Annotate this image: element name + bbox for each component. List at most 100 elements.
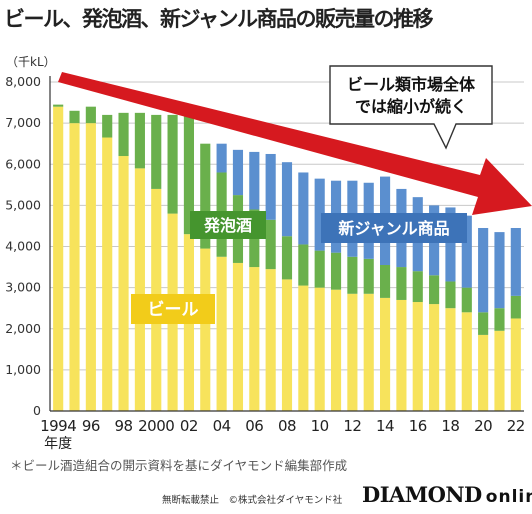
bar-segment — [330, 289, 342, 411]
bar-segment — [314, 250, 325, 288]
annotation-text: では縮小が続く — [355, 97, 467, 116]
bar-segment — [102, 137, 113, 412]
bar-segment — [363, 258, 374, 294]
source-note: ＊ビール酒造組合の開示資料を基にダイヤモンド編集部作成 — [10, 458, 348, 473]
y-tick-label: 0 — [33, 403, 41, 418]
bar-segment — [461, 287, 472, 313]
x-tick-label: 22 — [507, 417, 525, 435]
y-tick-label: 4,000 — [5, 239, 41, 254]
y-tick-label: 1,000 — [5, 362, 41, 377]
x-tick-label: 18 — [441, 417, 459, 435]
bar-segment — [53, 106, 64, 412]
y-tick-label: 7,000 — [5, 115, 41, 130]
bar-segment — [314, 287, 325, 411]
bar-segment — [347, 293, 358, 411]
bar-segment — [298, 244, 309, 286]
bar-segment — [314, 178, 325, 251]
bar-segment — [461, 215, 472, 288]
bar-segment — [347, 256, 358, 294]
brand-sub: online — [485, 487, 532, 507]
bar-segment — [330, 252, 342, 290]
bar-segment — [183, 112, 194, 235]
bar-segment — [281, 162, 293, 237]
bar-segment — [494, 308, 505, 331]
bar-segment — [216, 143, 227, 173]
bar-segment — [281, 236, 293, 280]
bar-segment — [69, 123, 80, 411]
x-tick-label: 10 — [311, 417, 329, 435]
brand-main: DIAMOND — [362, 482, 482, 507]
bar-segment — [118, 112, 129, 157]
bar-segment — [102, 114, 113, 138]
bar-segment — [265, 153, 276, 220]
legend-box — [321, 213, 467, 243]
chart-title: ビール、発泡酒、新ジャンル商品の販売量の推移 — [4, 7, 433, 31]
bar-segment — [510, 227, 521, 296]
bar-segment — [363, 293, 374, 411]
bar-segment — [134, 112, 145, 169]
bar-segment — [478, 334, 489, 411]
bar-segment — [85, 123, 96, 411]
bar-segment — [478, 227, 489, 313]
trend-arrow — [58, 72, 532, 215]
x-axis-label: 年度 — [44, 436, 72, 452]
y-tick-label: 3,000 — [5, 280, 41, 295]
bar-segment — [298, 172, 309, 245]
y-tick-label: 5,000 — [5, 197, 41, 212]
bars — [53, 104, 521, 412]
bar-segment — [445, 308, 456, 411]
bar-segment — [429, 275, 440, 305]
bar-segment — [118, 156, 129, 411]
y-axis-label: （千kL） — [6, 55, 56, 69]
y-tick-label: 2,000 — [5, 321, 41, 336]
bar-segment — [494, 232, 505, 309]
annotation-text: ビール類市場全体 — [347, 75, 476, 94]
bar-segment — [396, 299, 407, 411]
bar-segment — [200, 248, 211, 411]
annotation-box — [329, 65, 493, 150]
y-tick-label: 6,000 — [5, 156, 41, 171]
x-tick-label: 04 — [213, 417, 231, 435]
x-tick-label: 14 — [376, 417, 394, 435]
x-tick-label: 1994 — [40, 417, 76, 435]
bar-segment — [412, 302, 423, 411]
bar-segment — [478, 312, 489, 335]
x-tick-label: 12 — [343, 417, 361, 435]
bar-segment — [461, 312, 472, 411]
bar-segment — [249, 267, 260, 411]
bar-segment — [445, 281, 456, 309]
x-tick-label: 98 — [115, 417, 133, 435]
bar-segment — [510, 295, 521, 319]
bar-segment — [396, 267, 407, 300]
bar-segment — [380, 265, 391, 298]
bar-segment — [85, 106, 96, 124]
legend-box — [131, 294, 215, 324]
legend-label: 発泡酒 — [203, 216, 252, 235]
bar-segment — [216, 256, 227, 411]
bar-segment — [281, 279, 293, 411]
bar-segment — [445, 207, 456, 282]
legend-label: ビール — [148, 300, 199, 320]
bar-segment — [429, 304, 440, 411]
bar-segment — [249, 151, 260, 210]
x-tick-label: 06 — [245, 417, 263, 435]
legend-box — [190, 211, 266, 239]
brand-logo: DIAMONDonline — [362, 482, 532, 507]
bar-segment — [200, 143, 211, 249]
bar-segment — [510, 318, 521, 411]
bar-segment — [69, 110, 80, 124]
bar-segment — [265, 219, 276, 270]
bar-segment — [167, 114, 178, 214]
bar-segment — [298, 285, 309, 411]
axes: （千kL） 0 1,000 2,000 3,000 4,000 5,000 6,000 7,00… — [5, 55, 525, 452]
bar-segment — [151, 114, 162, 189]
bar-segment — [232, 262, 244, 411]
y-tick-label: 8,000 — [5, 74, 41, 89]
x-tick-label: 08 — [278, 417, 296, 435]
legend-label: 新ジャンル商品 — [338, 219, 449, 238]
bar-segment — [53, 104, 64, 107]
bar-segment — [232, 149, 244, 196]
x-tick-label: 2000 — [138, 417, 174, 435]
